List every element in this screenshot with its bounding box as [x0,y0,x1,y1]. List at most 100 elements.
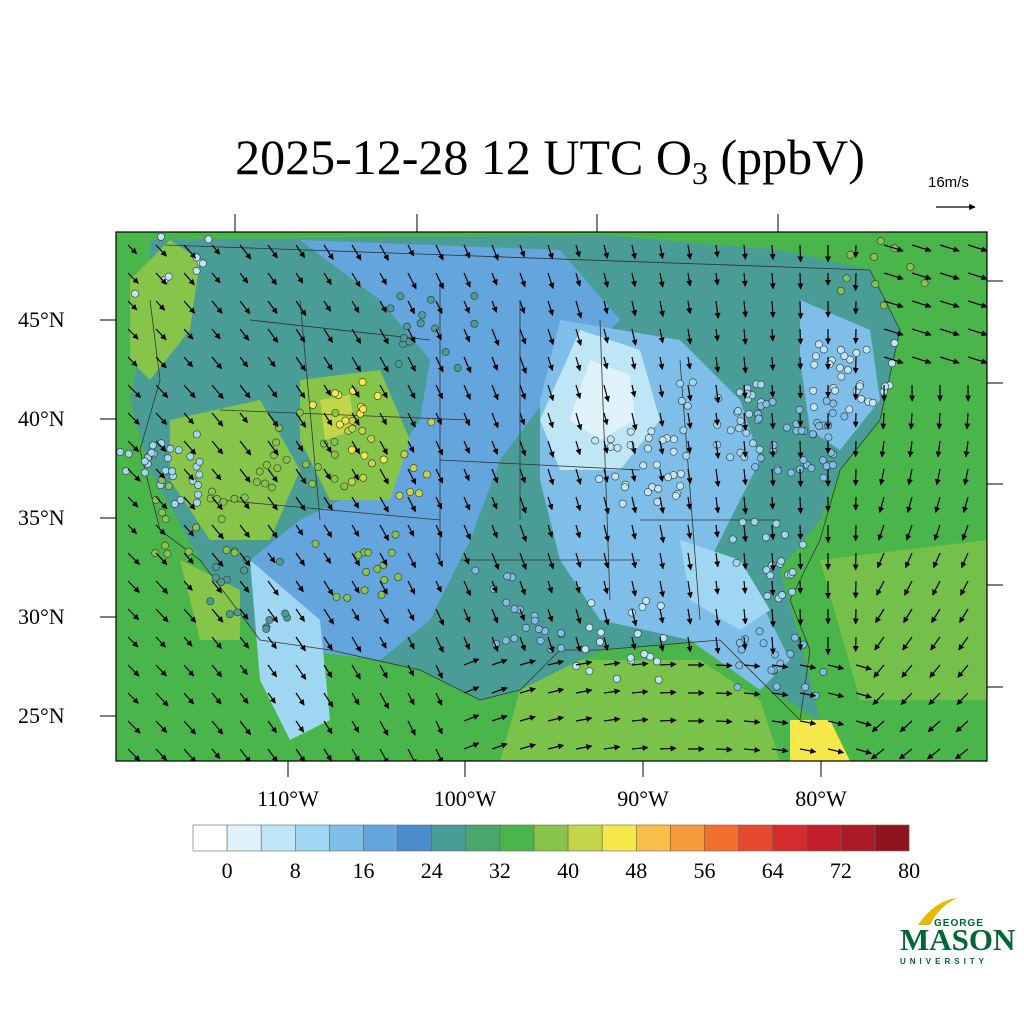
wind-arrow [379,272,387,286]
station-dot [416,319,425,328]
station-dot [678,397,686,405]
wind-arrow [547,659,565,666]
wind-arrow [379,412,387,426]
wind-arrow [686,580,693,599]
station-dot [828,409,837,417]
station-dot [843,366,852,374]
wind-arrow [239,636,250,649]
wind-arrow [713,244,720,258]
station-dot [471,566,480,575]
colorbar-swatch [704,824,739,852]
wind-arrow [899,720,913,733]
wind-arrow [463,636,471,651]
station-dot [396,292,405,301]
wind-arrow [771,691,789,698]
wind-arrow [379,552,388,566]
wind-arrow [155,440,167,453]
station-dot [295,408,304,417]
wind-arrow [575,300,583,319]
wind-arrow [771,719,789,726]
wind-arrow [630,636,637,651]
wind-arrow [183,412,195,425]
wind-arrow [127,636,139,648]
wind-arrow [547,468,555,486]
station-dot [131,289,139,298]
station-dot [233,608,242,617]
wind-arrow [127,272,139,284]
station-dot [557,644,566,652]
station-dot [276,557,284,566]
station-dot [596,628,605,637]
lat-label-30: 30°N [18,604,65,629]
wind-arrow [928,692,941,706]
wind-arrow [435,244,444,261]
wind-arrow [575,412,583,431]
wind-arrow [351,720,360,733]
wind-arrow [658,384,665,398]
station-dot [728,535,737,544]
wind-arrow [463,468,470,482]
wind-arrow [155,468,166,479]
wind-arrow [435,384,443,400]
station-dot [348,424,357,433]
station-dot [331,389,340,398]
ozone-field [116,232,987,761]
colorbar-label: 72 [829,858,852,883]
wind-arrow [379,496,389,513]
station-dot [335,420,344,429]
wind-arrow [631,688,649,695]
wind-arrow [127,412,140,425]
wind-arrow [742,328,748,345]
wind-arrow [771,747,789,754]
wind-arrow [962,496,969,513]
wind-arrow [876,580,885,596]
station-dot [788,587,796,596]
wind-arrow [519,384,527,400]
wind-arrow [547,743,565,750]
wind-arrow [880,412,887,430]
station-dot [742,428,751,437]
wind-arrow [127,692,139,704]
wind-arrow [659,580,666,598]
wind-arrow [267,580,279,596]
wind-arrow [603,272,610,288]
wind-arrow [211,412,224,427]
wind-arrow [155,636,166,648]
station-dot [124,449,133,458]
wind-arrow [239,524,251,538]
station-dot [193,498,201,507]
wind-arrow [351,300,360,314]
colorbar-label: 56 [693,858,716,883]
station-dot [358,378,367,386]
wind-arrow [267,384,278,398]
wind-arrow [603,660,621,667]
wind-arrow [267,496,278,511]
wind-arrow [603,244,610,259]
wind-arrow [686,524,693,540]
wind-arrow [519,552,527,570]
station-dot [798,540,807,549]
station-dot [757,380,765,389]
station-dot [359,473,368,482]
wind-arrow [239,384,251,399]
station-dot [211,573,220,582]
station-dot [418,311,427,320]
station-dot [738,518,747,527]
station-dot [606,443,615,451]
wind-arrow [183,440,197,455]
wind-arrow [715,718,733,725]
wind-arrow [547,440,555,458]
wind-arrow [631,580,638,597]
station-dot [141,468,149,477]
station-dot [261,479,269,488]
wind-arrow [769,608,776,628]
wind-arrow [742,468,749,486]
wind-arrow [658,636,665,652]
colorbar-swatch [431,824,467,852]
wind-arrow [933,552,941,569]
station-dot [810,360,819,369]
station-dot [595,637,604,646]
wind-arrow [127,720,141,734]
station-dot [740,453,749,461]
wind-arrow [491,384,499,401]
